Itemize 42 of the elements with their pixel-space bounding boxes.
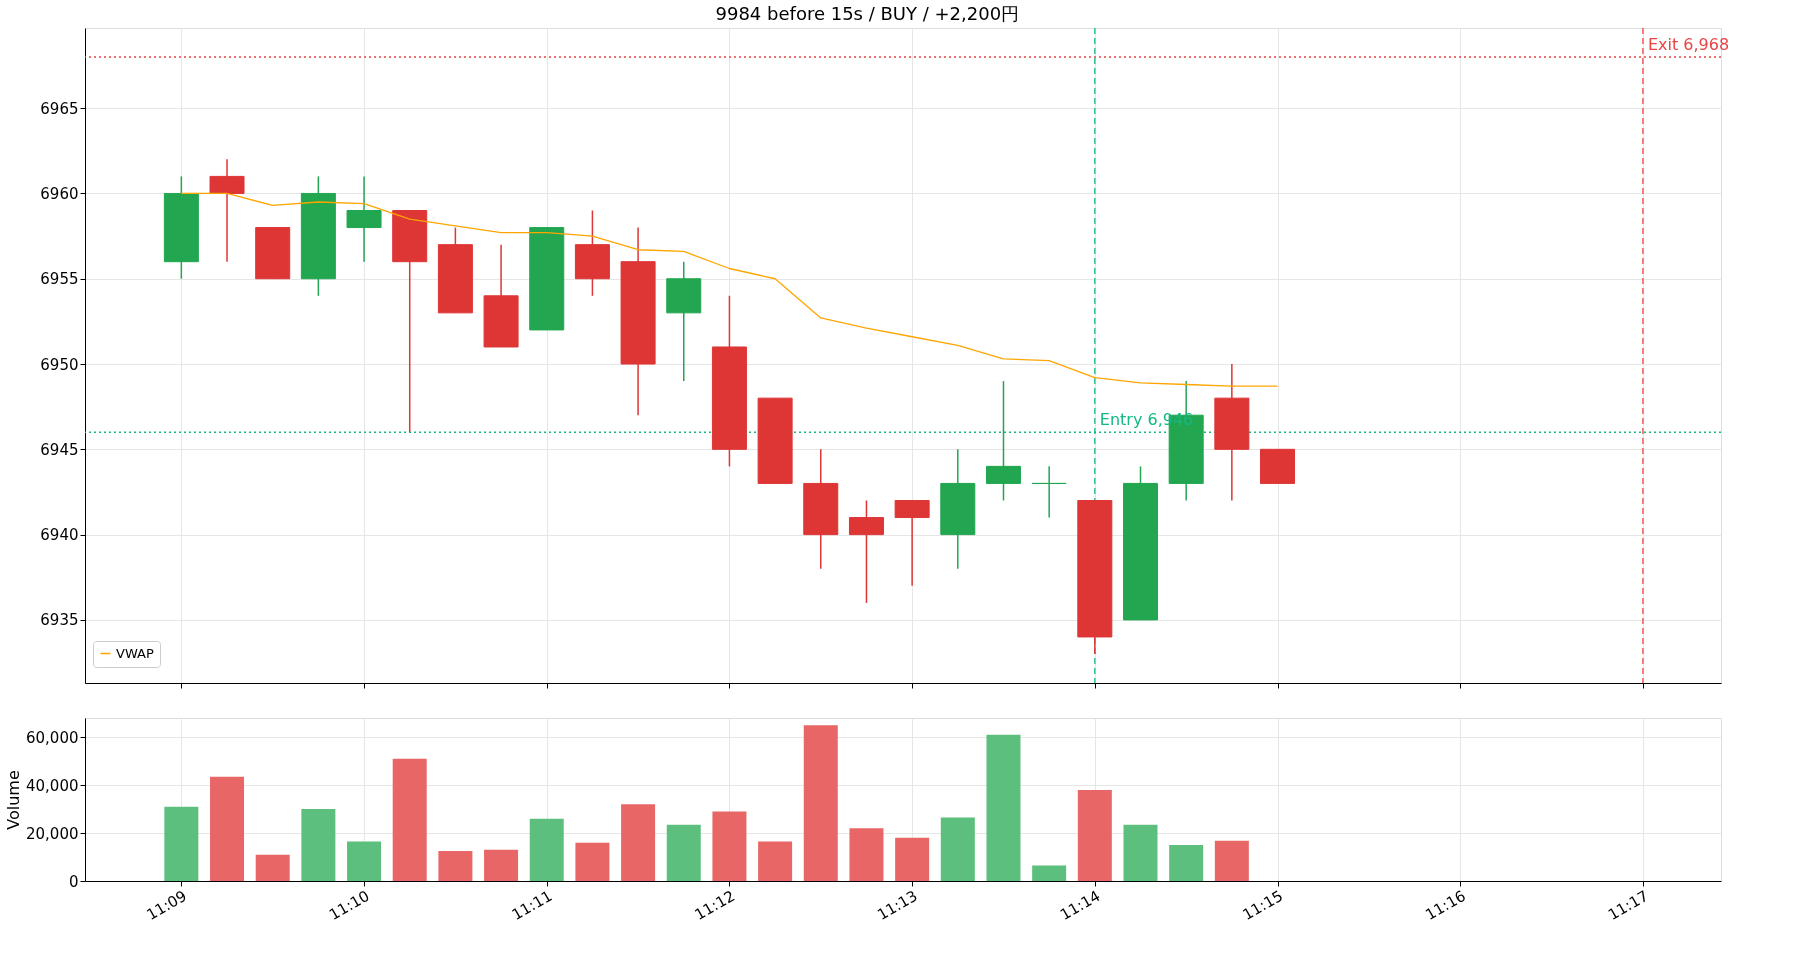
bar (347, 841, 382, 881)
bar (712, 811, 747, 881)
bar (666, 824, 701, 881)
y-tick-label: 6965 (40, 99, 79, 118)
bar (255, 854, 290, 881)
bar (986, 734, 1021, 881)
y-tick-label: 6945 (40, 440, 79, 459)
y-tick-label: 6940 (40, 526, 79, 545)
legend-label: VWAP (116, 645, 154, 661)
y-tick-label: 6950 (40, 355, 79, 374)
y-tick-label: 40,000 (26, 776, 79, 795)
bar (803, 725, 838, 881)
bar (392, 758, 427, 881)
bar (1169, 845, 1204, 881)
bar (1214, 840, 1249, 881)
candlestick (1031, 465, 1067, 519)
line-series (180, 192, 1279, 387)
bar (895, 837, 930, 881)
bar (621, 804, 656, 881)
bar (438, 851, 473, 881)
y-tick-label: 60,000 (26, 728, 79, 747)
bar (210, 776, 245, 881)
y-tick-label: 6960 (40, 184, 79, 203)
bar (1123, 824, 1158, 881)
bar (164, 806, 199, 881)
bar (940, 817, 975, 881)
annotation: Exit 6,968 (1647, 35, 1730, 54)
bar (529, 818, 564, 881)
y-axis-title: Volume (4, 770, 24, 830)
bar (1032, 865, 1067, 881)
bar (484, 849, 519, 881)
bar (301, 809, 336, 881)
y-tick-label: 6955 (40, 270, 79, 289)
chart-title: 9984 before 15s / BUY / +2,200円 (715, 2, 1020, 24)
bar (849, 828, 884, 881)
candlestick (985, 380, 1021, 502)
y-tick-label: 20,000 (26, 824, 79, 843)
bar (758, 841, 793, 881)
y-tick-label: 6935 (40, 611, 79, 630)
y-tick-label: 0 (68, 872, 79, 891)
bar (1077, 789, 1112, 881)
bar (575, 842, 610, 881)
